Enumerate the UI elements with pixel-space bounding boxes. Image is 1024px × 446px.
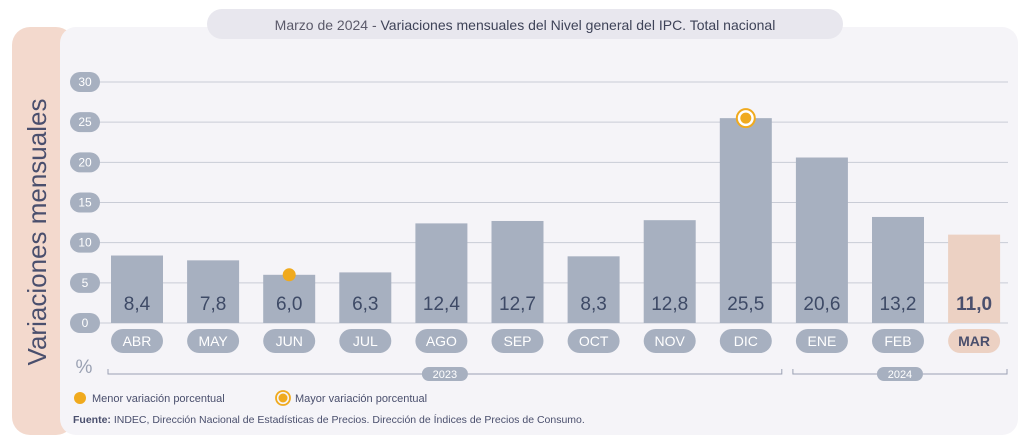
- y-axis-label: Variaciones mensuales: [22, 99, 52, 366]
- category-pill-ene: [795, 329, 848, 353]
- value-label-may: 7,8: [200, 294, 226, 315]
- legend-min-marker: [74, 392, 86, 404]
- category-label-feb: FEB: [884, 333, 911, 349]
- value-label-ago: 12,4: [423, 294, 460, 315]
- category-pill-dic: [719, 329, 772, 353]
- bar-abr: [111, 255, 163, 323]
- bar-nov: [643, 220, 696, 323]
- year-groups: 2023 2024: [107, 367, 1008, 381]
- y-tick-pill: [70, 112, 100, 133]
- bars: [111, 118, 1001, 324]
- category-pill-jul: [339, 329, 392, 353]
- category-labels: ABR MAY JUN JUL AGO SEP OCT NOV DIC ENE FEB MAR: [111, 329, 1001, 353]
- y-tick-pill: [70, 313, 100, 333]
- value-label-abr: 8,4: [124, 294, 151, 315]
- category-label-sep: SEP: [503, 333, 531, 349]
- year-pill: [421, 367, 468, 381]
- category-label-abr: ABR: [123, 333, 152, 349]
- legend-max-marker-dot: [278, 393, 288, 403]
- ylabel-panel: [12, 27, 74, 435]
- bar-jul: [339, 272, 392, 323]
- bar-oct: [567, 256, 620, 323]
- value-label-feb: 13,2: [880, 294, 917, 315]
- chart-title-prefix: Marzo de 2024 -: [275, 17, 381, 33]
- y-tick-label: 30: [78, 75, 92, 89]
- category-pill-sep: [491, 329, 544, 353]
- y-tick-label: 10: [78, 236, 92, 250]
- category-label-jun: JUN: [276, 333, 303, 349]
- category-label-oct: OCT: [579, 333, 609, 349]
- legend-max-label: Mayor variación porcentual: [295, 393, 427, 405]
- category-pill-may: [187, 329, 240, 353]
- title-pill: Marzo de 2024 - Variaciones mensuales de…: [207, 9, 843, 39]
- value-label-ene: 20,6: [803, 294, 840, 315]
- legend-min-label: Menor variación porcentual: [92, 393, 225, 405]
- value-label-oct: 8,3: [580, 294, 606, 315]
- year-group-2023: 2023: [107, 367, 783, 381]
- bar-jun: [263, 274, 316, 323]
- value-label-nov: 12,8: [651, 294, 688, 315]
- category-label-may: MAY: [198, 333, 228, 349]
- category-label-nov: NOV: [655, 333, 686, 349]
- y-tick-pill: [70, 272, 100, 293]
- y-tick-pill: [70, 152, 100, 173]
- value-label-mar: 11,0: [956, 294, 992, 315]
- max-marker-dot: [740, 112, 752, 124]
- value-label-jun: 6,0: [276, 294, 302, 315]
- y-tick-label: 0: [82, 316, 89, 330]
- category-pill-feb: [872, 329, 924, 353]
- gridlines: [100, 81, 1008, 324]
- year-pill: [876, 367, 923, 381]
- category-pill-abr: [111, 329, 163, 353]
- y-tick-label: 5: [82, 276, 89, 290]
- min-marker: [282, 268, 296, 282]
- bar-feb: [872, 216, 924, 323]
- source-text: INDEC, Dirección Nacional de Estadística…: [111, 413, 585, 426]
- category-pill-jun: [263, 329, 316, 353]
- bar-ago: [415, 223, 468, 323]
- year-label: 2024: [888, 369, 912, 381]
- category-pill-ago: [415, 329, 468, 353]
- y-tick-label: 15: [78, 196, 92, 210]
- bar-dic: [719, 118, 772, 324]
- legend-max-marker-ring: [275, 390, 291, 406]
- category-label-dic: DIC: [734, 333, 758, 349]
- chart-title: Marzo de 2024 - Variaciones mensuales de…: [275, 17, 776, 33]
- unit-label: %: [76, 357, 93, 378]
- category-pill-mar: [948, 329, 1001, 353]
- legend: Menor variación porcentual Mayor variaci…: [74, 390, 427, 406]
- y-tick-pill: [70, 192, 100, 213]
- category-label-mar: MAR: [958, 333, 990, 349]
- source-label: Fuente:: [73, 414, 111, 426]
- category-label-ene: ENE: [808, 333, 837, 349]
- category-label-jul: JUL: [353, 333, 378, 349]
- value-label-sep: 12,7: [499, 294, 536, 315]
- bar-may: [187, 260, 240, 323]
- chart-title-main: Variaciones mensuales del Nivel general …: [381, 17, 776, 33]
- bar-sep: [491, 220, 544, 323]
- category-pill-nov: [643, 329, 696, 353]
- y-tick-label: 25: [78, 115, 92, 129]
- year-label: 2023: [433, 369, 457, 381]
- year-group-2024: 2024: [792, 367, 1008, 381]
- value-labels: 8,4 7,8 6,0 6,3 12,4 12,7 8,3 12,8 25,5 20,6 13,2 1…: [124, 294, 992, 315]
- source-note: Fuente: INDEC, Dirección Nacional de Est…: [73, 413, 585, 426]
- category-pill-oct: [567, 329, 620, 353]
- y-ticks: 0 5 10 15 20 25 30: [70, 72, 100, 333]
- category-label-ago: AGO: [426, 333, 457, 349]
- y-tick-pill: [70, 72, 100, 92]
- markers: [282, 108, 756, 282]
- value-label-dic: 25,5: [727, 294, 764, 315]
- bar-ene: [795, 157, 848, 323]
- y-tick-pill: [70, 232, 100, 253]
- value-label-jul: 6,3: [352, 294, 378, 315]
- y-tick-label: 20: [78, 155, 92, 169]
- bar-mar: [948, 234, 1001, 323]
